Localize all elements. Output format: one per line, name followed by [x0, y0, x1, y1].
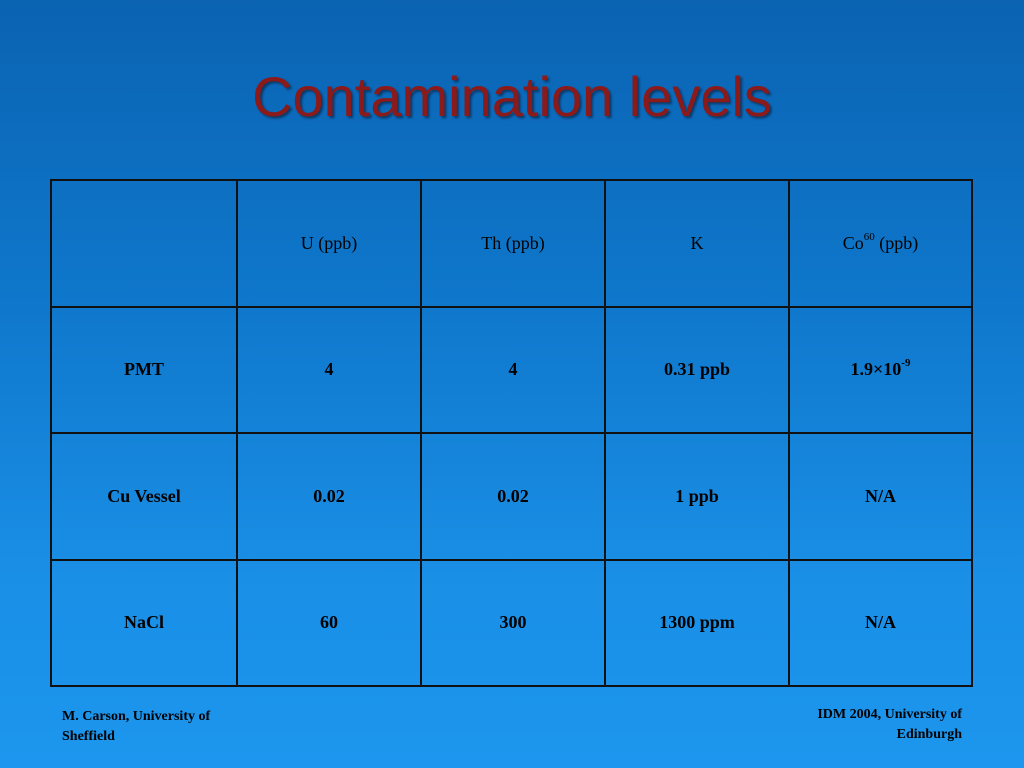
header-corner-cell — [50, 179, 238, 308]
footer-event-line2: Edinburgh — [896, 727, 962, 742]
cell-th: 0.02 — [420, 432, 606, 561]
header-th: Th (ppb) — [420, 179, 606, 308]
header-co-base: Co — [842, 232, 864, 253]
footer-event: IDM 2004, University of Edinburgh — [762, 705, 962, 745]
cell-k: 1 ppb — [604, 432, 790, 561]
cell-th: 4 — [420, 305, 606, 434]
cell-u: 4 — [236, 305, 422, 434]
table-row: Cu Vessel 0.02 0.02 1 ppb N/A — [50, 432, 973, 561]
slide-title: Contamination levels — [252, 65, 772, 128]
footer-event-line1: IDM 2004, University of — [817, 707, 962, 722]
cell-co60: 1.9×10-9 — [788, 305, 973, 434]
cell-co60: N/A — [788, 432, 973, 561]
cell-k: 0.31 ppb — [604, 305, 790, 434]
table-row: PMT 4 4 0.31 ppb 1.9×10-9 — [50, 305, 973, 434]
cell-k: 1300 ppm — [604, 558, 790, 687]
cell-co60: N/A — [788, 558, 973, 687]
cell-u: 60 — [236, 558, 422, 687]
table-header-row: U (ppb) Th (ppb) K Co60 (ppb) — [50, 179, 973, 308]
header-co60: Co60 (ppb) — [788, 179, 973, 308]
contamination-table: U (ppb) Th (ppb) K Co60 (ppb) PMT 4 4 0.… — [50, 179, 973, 687]
header-u: U (ppb) — [236, 179, 422, 308]
footer-author-line2: Sheffield — [62, 729, 115, 744]
cell-th: 300 — [420, 558, 606, 687]
footer-author-line1: M. Carson, University of — [62, 709, 211, 724]
row-label: PMT — [50, 305, 238, 434]
table-row: NaCl 60 300 1300 ppm N/A — [50, 558, 973, 687]
row-label: Cu Vessel — [50, 432, 238, 561]
cell-co-base: 1.9×10 — [850, 359, 902, 380]
cell-co-exponent: -9 — [901, 357, 911, 370]
header-co-superscript: 60 — [863, 230, 875, 243]
row-label: NaCl — [50, 558, 238, 687]
header-k: K — [604, 179, 790, 308]
header-co-unit: (ppb) — [874, 232, 919, 253]
cell-u: 0.02 — [236, 432, 422, 561]
footer-author: M. Carson, University of Sheffield — [62, 707, 262, 747]
